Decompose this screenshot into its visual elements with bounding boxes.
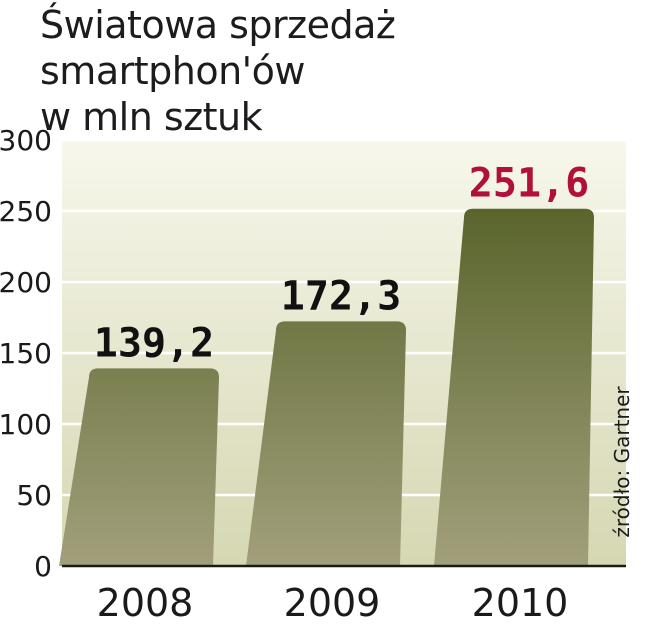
y-tick-label: 100 bbox=[0, 408, 52, 441]
source-note: źródło: Gartner bbox=[610, 386, 634, 538]
y-tick-label: 150 bbox=[0, 337, 52, 370]
value-label: 172,3 bbox=[281, 273, 401, 319]
x-tick-label: 2009 bbox=[284, 581, 381, 625]
x-tick-label: 2008 bbox=[97, 581, 194, 625]
y-tick-label: 200 bbox=[0, 266, 52, 299]
bars bbox=[59, 208, 594, 566]
x-tick-label: 2010 bbox=[472, 581, 569, 625]
value-labels: 139,2 172,3 251,6 bbox=[94, 161, 589, 367]
bar-2010 bbox=[434, 208, 594, 566]
y-tick-label: 250 bbox=[0, 195, 52, 228]
bar-2008 bbox=[59, 368, 219, 566]
chart-title-line-1: Światowa sprzedaż smartphon'ów bbox=[40, 3, 396, 93]
bar-2009 bbox=[246, 321, 406, 566]
y-tick-label: 50 bbox=[16, 479, 52, 512]
y-tick-label: 300 bbox=[0, 124, 52, 157]
chart-title: Światowa sprzedaż smartphon'ów w mln szt… bbox=[40, 2, 640, 140]
value-label: 251,6 bbox=[469, 161, 589, 207]
value-label: 139,2 bbox=[94, 320, 214, 366]
x-axis-tick-labels: 2008 2009 2010 bbox=[97, 581, 569, 625]
y-axis-tick-labels: 0 50 100 150 200 250 300 bbox=[0, 124, 52, 583]
chart-title-line-2: w mln sztuk bbox=[40, 95, 263, 139]
y-tick-label: 0 bbox=[34, 550, 52, 583]
